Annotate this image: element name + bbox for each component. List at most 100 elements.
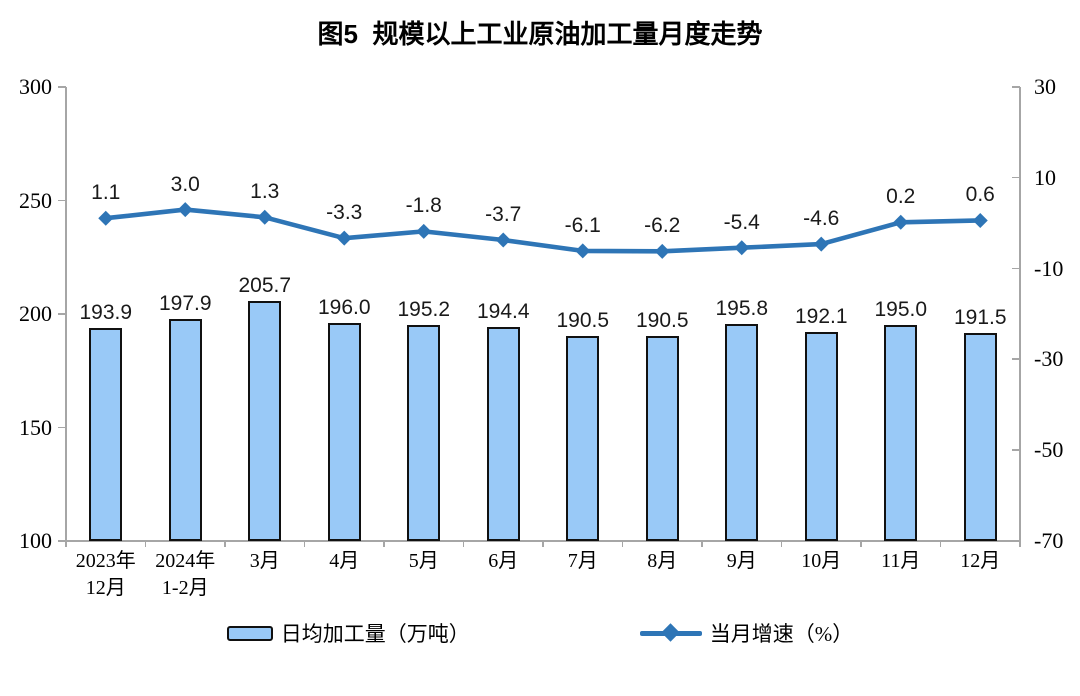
line-marker-diamond-icon — [972, 212, 988, 228]
bar — [327, 323, 361, 541]
line-marker-diamond-icon — [575, 243, 591, 259]
line-marker-diamond-icon — [813, 236, 829, 252]
x-axis-tick — [144, 541, 147, 547]
legend-item-bar: 日均加工量（万吨） — [226, 618, 470, 648]
line-series-swatch-icon — [639, 623, 702, 642]
y-axis-right-tick — [1012, 176, 1020, 179]
x-axis-tick — [621, 541, 624, 547]
bar-value-label: 193.9 — [79, 300, 133, 324]
bar — [248, 301, 282, 541]
x-axis-tick — [462, 541, 465, 547]
bar — [486, 326, 520, 541]
x-axis-tick — [701, 541, 703, 547]
y-axis-right-tick — [1012, 86, 1020, 88]
line-value-label: 1.3 — [250, 180, 280, 204]
x-axis-tick — [65, 541, 67, 547]
line-marker-diamond-icon — [654, 243, 670, 259]
line-value-label: -5.4 — [723, 210, 760, 234]
x-axis-category-label: 7月 — [567, 550, 598, 572]
x-axis-tick — [780, 541, 783, 547]
x-axis-category-label: 9月 — [726, 550, 757, 572]
bar — [725, 323, 759, 541]
legend-line-label: 当月增速（%） — [709, 622, 854, 646]
bar — [884, 325, 918, 541]
x-axis-category-label: 2023年 12月 — [75, 550, 136, 599]
line-value-label: 1.1 — [91, 181, 121, 205]
bar — [407, 324, 441, 541]
bar — [804, 331, 838, 541]
y-axis-right-tick-label: -50 — [1034, 437, 1064, 463]
legend-item-line: 当月增速（%） — [639, 618, 854, 648]
x-axis-category-label: 6月 — [488, 550, 519, 572]
line-value-label: 3.0 — [170, 172, 200, 196]
bar-value-label: 190.5 — [556, 308, 610, 332]
y-axis-left-tick-label: 250 — [19, 187, 52, 213]
x-axis-category-label: 4月 — [329, 550, 360, 572]
line-marker-diamond-icon — [416, 223, 432, 239]
y-axis-right-tick-label: -30 — [1034, 346, 1064, 372]
line-value-label: -4.6 — [803, 207, 840, 231]
line-marker-diamond-icon — [893, 214, 909, 230]
bar — [963, 333, 997, 541]
bar — [566, 335, 600, 541]
legend-bar-label: 日均加工量（万吨） — [280, 622, 470, 646]
y-axis-left-tick-label: 100 — [19, 528, 52, 553]
x-axis-line — [66, 540, 1020, 542]
y-axis-right-tick-label: 30 — [1034, 74, 1056, 99]
y-axis-right-tick — [1012, 267, 1020, 270]
line-marker-diamond-icon — [336, 230, 352, 246]
line-marker-diamond-icon — [734, 240, 750, 256]
bar-value-label: 197.9 — [158, 291, 212, 315]
line-value-label: 0.2 — [886, 185, 916, 209]
bar-value-label: 196.0 — [317, 296, 371, 320]
bar-value-label: 195.0 — [874, 298, 928, 322]
x-axis-category-label: 3月 — [249, 550, 280, 572]
chart-title: 图5 规模以上工业原油加工量月度走势 — [317, 19, 763, 49]
bar — [89, 327, 123, 541]
bar — [645, 335, 679, 541]
y-axis-left-tick — [58, 86, 66, 88]
line-value-label: -3.3 — [326, 201, 363, 225]
x-axis-tick — [303, 541, 306, 547]
x-axis-category-label: 2024年 1-2月 — [155, 550, 216, 599]
x-axis-category-label: 11月 — [881, 550, 921, 572]
line-value-label: -6.2 — [644, 214, 681, 238]
x-axis-tick — [1019, 541, 1021, 547]
x-axis-category-label: 10月 — [801, 550, 842, 572]
y-axis-right-tick-label: -10 — [1034, 255, 1064, 281]
y-axis-left-tick-label: 300 — [19, 74, 52, 99]
line-marker-diamond-icon — [257, 209, 273, 225]
x-axis-tick — [224, 541, 226, 547]
bar-series-swatch-icon — [226, 625, 273, 641]
line-path — [105, 207, 981, 254]
bar-value-label: 192.1 — [794, 304, 848, 328]
line-marker-diamond-icon — [495, 232, 511, 248]
y-axis-left-tick — [58, 313, 66, 315]
bar — [168, 318, 202, 541]
y-axis-right-tick — [1012, 449, 1020, 451]
x-axis-tick — [383, 541, 385, 547]
x-axis-tick — [939, 541, 942, 547]
x-axis-tick — [542, 541, 544, 547]
line-value-label: 0.6 — [965, 183, 995, 207]
chart-legend: 日均加工量（万吨） 当月增速（%） — [0, 618, 1080, 648]
y-axis-right-tick-label: -70 — [1034, 528, 1064, 553]
growth-trend-line — [98, 202, 988, 259]
line-value-label: -1.8 — [405, 194, 442, 218]
y-axis-left-tick-label: 200 — [19, 301, 52, 326]
y-axis-right-tick — [1012, 540, 1020, 542]
bar-value-label: 205.7 — [238, 274, 292, 298]
bar-value-label: 190.5 — [635, 308, 689, 332]
x-axis-category-label: 8月 — [647, 550, 678, 572]
x-axis-tick — [860, 541, 862, 547]
line-marker-diamond-icon — [177, 202, 193, 218]
bar-value-label: 195.2 — [397, 297, 451, 321]
y-axis-left-tick — [58, 426, 66, 429]
y-axis-left-tick-label: 150 — [19, 414, 52, 440]
line-marker-diamond-icon — [98, 210, 114, 226]
y-axis-right-line — [1019, 87, 1021, 541]
x-axis-category-label: 12月 — [960, 550, 1001, 572]
bar-value-label: 194.4 — [476, 299, 530, 323]
